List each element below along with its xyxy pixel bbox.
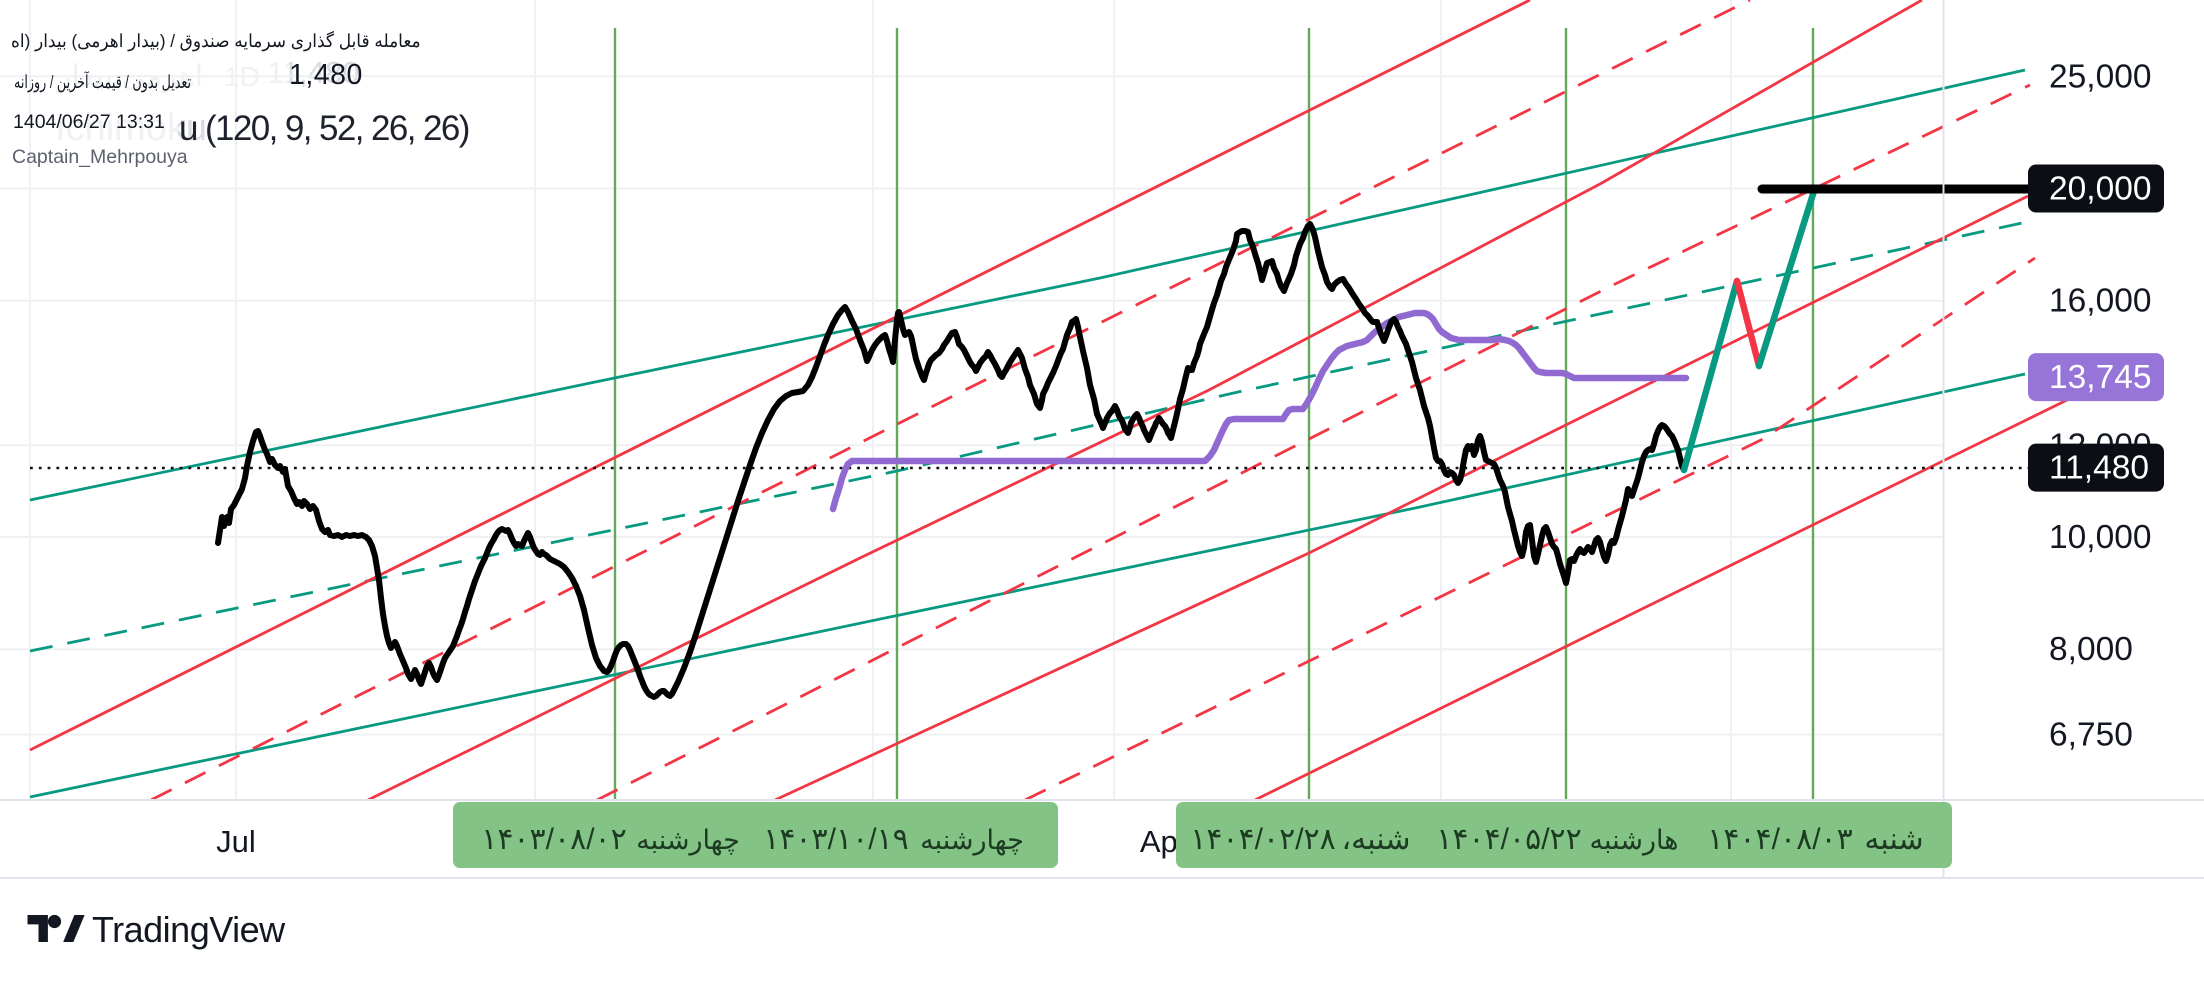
svg-text:20,000: 20,000 [2049, 171, 2151, 208]
svg-text:هارشنبه: هارشنبه [1590, 825, 1679, 856]
svg-text:13,745: 13,745 [2049, 359, 2151, 396]
svg-text:10,000: 10,000 [2049, 519, 2151, 556]
svg-text:1404/06/27 13:31: 1404/06/27 13:31 [13, 111, 165, 133]
svg-text:16,000: 16,000 [2049, 283, 2151, 320]
svg-text:8,000: 8,000 [2049, 631, 2133, 668]
svg-text:۱۴۰۴/۰۸/۰۳: ۱۴۰۴/۰۸/۰۳ [1707, 823, 1853, 856]
svg-text:۱۴۰۳/۱۰/۱۹: ۱۴۰۳/۱۰/۱۹ [763, 823, 909, 856]
svg-text:11,480: 11,480 [2049, 450, 2149, 487]
svg-text:1,480: 1,480 [289, 59, 363, 91]
svg-text:Jul: Jul [216, 824, 256, 859]
svg-text:۱۴۰۳/۰۸/۰۲: ۱۴۰۳/۰۸/۰۲ [481, 823, 627, 856]
svg-text:Captain_Mehrpouya: Captain_Mehrpouya [12, 146, 188, 168]
svg-text:u (120, 9, 52, 26, 26): u (120, 9, 52, 26, 26) [179, 109, 469, 148]
svg-text:،شنبه: ،شنبه [1341, 823, 1410, 856]
svg-text:معامله قابل گذاری سرمایه صندوق: معامله قابل گذاری سرمایه صندوق / (بیدار … [11, 30, 421, 53]
svg-text:چهارشنبه: چهارشنبه [920, 825, 1024, 856]
svg-text:6,750: 6,750 [2049, 717, 2133, 754]
svg-text:25,000: 25,000 [2049, 58, 2151, 95]
svg-text:تعدیل بدون / قیمت آخرین / روزا: تعدیل بدون / قیمت آخرین / روزانه [14, 70, 191, 93]
svg-text:چهارشنبه: چهارشنبه [636, 825, 740, 856]
svg-text:۱۴۰۴/۰۵/۲۲: ۱۴۰۴/۰۵/۲۲ [1436, 823, 1582, 856]
svg-text:۱۴۰۴/۰۲/۲۸: ۱۴۰۴/۰۲/۲۸ [1190, 823, 1336, 856]
svg-text:شنبه: شنبه [1864, 823, 1923, 856]
svg-text:TradingView: TradingView [92, 909, 286, 950]
